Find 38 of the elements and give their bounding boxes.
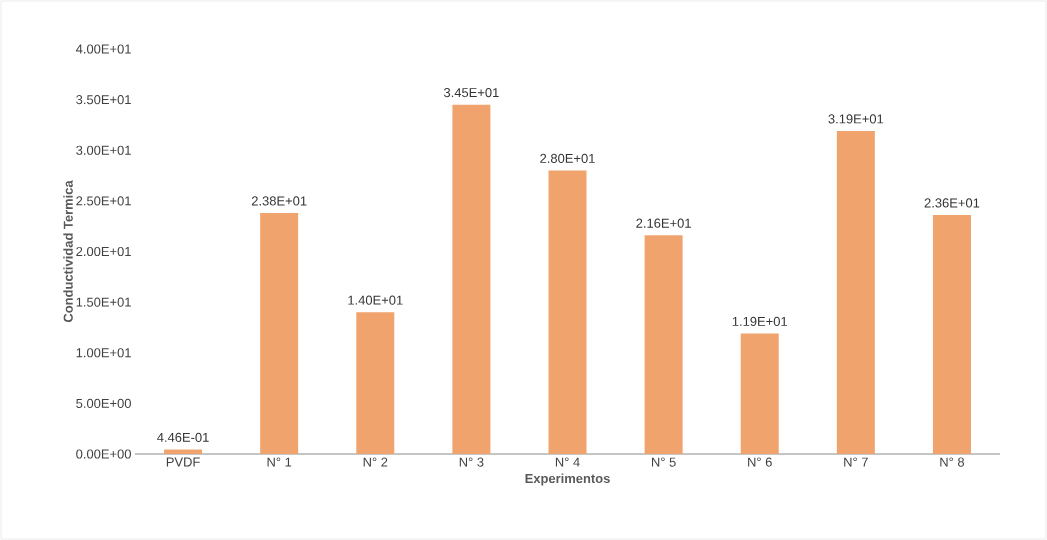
x-axis-title: Experimentos <box>525 473 610 486</box>
data-label: 2.36E+01 <box>924 198 980 208</box>
data-label: 4.46E-01 <box>157 432 209 442</box>
y-tick-label: 3.50E+01 <box>76 95 131 105</box>
x-tick-label: N° 5 <box>652 457 676 467</box>
data-label: 2.16E+01 <box>636 218 691 228</box>
data-label: 3.19E+01 <box>828 114 884 124</box>
x-tick-label: N° 2 <box>363 457 388 467</box>
x-tick-label: N° 7 <box>844 457 868 467</box>
data-label: 1.40E+01 <box>348 295 403 305</box>
y-tick-label: 1.50E+01 <box>76 297 131 307</box>
x-tick-label: PVDF <box>166 457 200 467</box>
data-label: 2.80E+01 <box>540 153 595 163</box>
x-tick-label: N° 6 <box>748 457 772 467</box>
y-axis-title: Conductividad Termica <box>63 180 73 323</box>
y-tick-label: 3.00E+01 <box>76 145 131 155</box>
bar <box>164 449 203 454</box>
bar <box>452 104 491 454</box>
data-label: 3.45E+01 <box>443 87 499 98</box>
bar <box>644 235 683 454</box>
bar <box>356 312 395 454</box>
x-tick-label: N° 3 <box>459 457 484 467</box>
bar <box>932 215 971 454</box>
bar <box>740 333 779 454</box>
y-tick-label: 2.00E+01 <box>76 246 131 257</box>
data-label: 1.19E+01 <box>732 316 787 326</box>
x-tick-label: N° 4 <box>555 457 580 467</box>
y-tick-label: 0.00E+00 <box>76 449 131 459</box>
bar <box>260 213 299 454</box>
y-tick-label: 1.00E+01 <box>76 348 131 358</box>
x-tick-label: N° 8 <box>940 457 965 467</box>
bar <box>836 131 875 454</box>
y-tick-label: 2.50E+01 <box>76 196 131 206</box>
data-label: 2.38E+01 <box>251 196 307 206</box>
y-tick-label: 4.00E+01 <box>75 44 131 54</box>
y-tick-label: 5.00E+00 <box>76 398 131 408</box>
x-tick-label: N° 1 <box>267 457 292 467</box>
bar <box>548 170 587 454</box>
